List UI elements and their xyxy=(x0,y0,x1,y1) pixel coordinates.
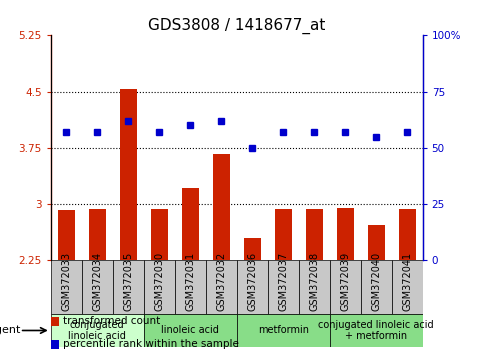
Text: GSM372039: GSM372039 xyxy=(340,252,350,312)
Text: linoleic acid: linoleic acid xyxy=(161,325,219,336)
Bar xyxy=(298,261,329,314)
Bar xyxy=(113,261,144,314)
Text: GSM372035: GSM372035 xyxy=(123,252,133,312)
Bar xyxy=(89,209,106,261)
Bar xyxy=(51,314,144,347)
Bar xyxy=(392,261,423,314)
Bar xyxy=(329,261,361,314)
Bar xyxy=(213,154,230,261)
Text: GSM372032: GSM372032 xyxy=(216,252,226,312)
Text: conjugated
linoleic acid: conjugated linoleic acid xyxy=(68,320,126,341)
Bar xyxy=(51,261,82,314)
Bar xyxy=(237,261,268,314)
Bar xyxy=(144,261,175,314)
Text: GSM372033: GSM372033 xyxy=(61,252,71,312)
Text: GSM372030: GSM372030 xyxy=(154,252,164,312)
Bar xyxy=(120,90,137,261)
Bar xyxy=(182,188,199,261)
Text: GSM372037: GSM372037 xyxy=(278,252,288,312)
Bar xyxy=(206,261,237,314)
Bar xyxy=(306,209,323,261)
Bar xyxy=(237,314,330,347)
Text: GSM372036: GSM372036 xyxy=(247,252,257,312)
Text: GSM372038: GSM372038 xyxy=(309,252,319,312)
Text: GSM372040: GSM372040 xyxy=(371,252,381,312)
Bar xyxy=(398,209,416,261)
Bar xyxy=(175,261,206,314)
Bar xyxy=(57,210,75,261)
Text: percentile rank within the sample: percentile rank within the sample xyxy=(63,339,239,349)
Bar xyxy=(361,261,392,314)
Title: GDS3808 / 1418677_at: GDS3808 / 1418677_at xyxy=(148,18,326,34)
Text: GSM372041: GSM372041 xyxy=(402,252,412,312)
Bar xyxy=(144,314,237,347)
Bar xyxy=(337,208,354,261)
Text: GSM372031: GSM372031 xyxy=(185,252,195,312)
Bar xyxy=(275,209,292,261)
Bar xyxy=(243,238,261,261)
Text: agent: agent xyxy=(0,325,21,336)
Bar xyxy=(368,225,384,261)
Text: transformed count: transformed count xyxy=(63,316,160,326)
Bar xyxy=(329,314,423,347)
Text: conjugated linoleic acid
+ metformin: conjugated linoleic acid + metformin xyxy=(318,320,434,341)
Bar xyxy=(151,209,168,261)
Bar xyxy=(82,261,113,314)
Text: GSM372034: GSM372034 xyxy=(92,252,102,312)
Bar xyxy=(268,261,298,314)
Text: metformin: metformin xyxy=(257,325,309,336)
